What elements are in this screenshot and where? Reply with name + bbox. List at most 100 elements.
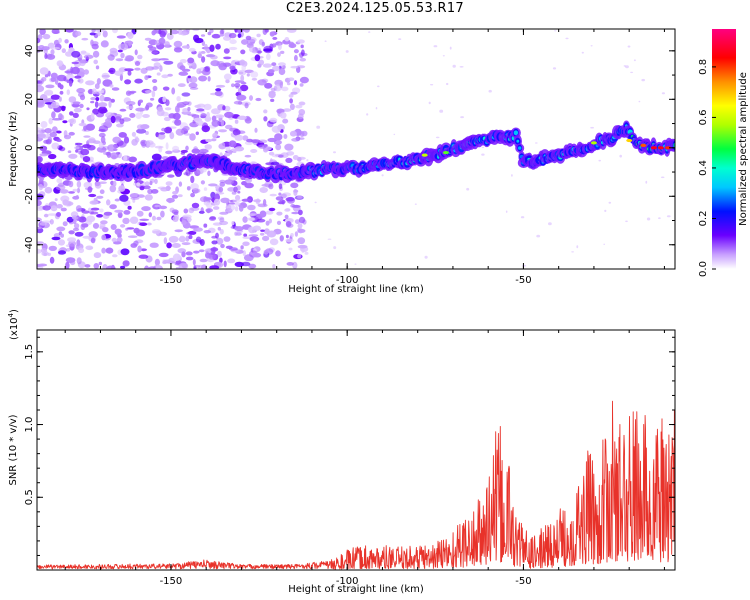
noise-blob xyxy=(268,218,272,224)
noise-blob xyxy=(120,248,130,256)
noise-blob xyxy=(218,129,228,133)
noise-blob xyxy=(87,186,93,193)
noise-blob xyxy=(178,262,189,269)
noise-blob xyxy=(62,221,68,227)
noise-blob xyxy=(295,104,303,109)
noise-blob xyxy=(38,183,43,191)
noise-blob xyxy=(274,133,283,141)
noise-blob xyxy=(125,227,129,231)
noise-blob xyxy=(181,92,191,97)
noise-blob xyxy=(215,88,222,92)
noise-blob xyxy=(89,32,96,36)
noise-blob xyxy=(118,185,126,192)
noise-blob xyxy=(133,240,139,246)
noise-blob xyxy=(333,151,336,154)
noise-blob xyxy=(71,103,80,108)
noise-blob xyxy=(247,226,257,233)
noise-blob xyxy=(75,149,79,153)
noise-blob xyxy=(207,76,211,82)
noise-blob xyxy=(79,103,84,109)
noise-blob xyxy=(286,82,291,86)
noise-blob xyxy=(56,130,62,134)
noise-blob xyxy=(424,255,428,259)
noise-blob xyxy=(44,128,52,134)
noise-blob xyxy=(194,37,204,44)
noise-blob xyxy=(78,247,85,254)
noise-blob xyxy=(90,207,100,211)
noise-blob xyxy=(128,40,132,47)
noise-blob xyxy=(71,61,80,65)
x-tick-label: -150 xyxy=(160,275,183,286)
noise-blob xyxy=(199,239,205,246)
noise-blob xyxy=(117,141,127,148)
noise-blob xyxy=(264,82,273,89)
colorbar-tick-label: 0.8 xyxy=(698,59,709,75)
noise-blob xyxy=(169,132,175,140)
x-tick-label: -100 xyxy=(336,275,359,286)
noise-blob xyxy=(212,132,218,139)
noise-blob xyxy=(204,43,208,52)
noise-blob xyxy=(290,65,299,69)
noise-blob xyxy=(209,29,214,34)
noise-blob xyxy=(90,97,97,101)
noise-blob xyxy=(265,53,271,60)
noise-blob xyxy=(224,111,234,118)
noise-blob xyxy=(172,145,180,152)
noise-blob xyxy=(216,60,225,68)
noise-blob xyxy=(449,46,452,50)
noise-blob xyxy=(213,198,221,206)
noise-blob xyxy=(140,248,148,252)
noise-blob xyxy=(187,57,195,64)
noise-blob xyxy=(257,79,267,86)
noise-blob xyxy=(159,205,168,210)
noise-blob xyxy=(278,154,284,158)
noise-blob xyxy=(435,136,440,139)
noise-blob xyxy=(158,37,166,45)
noise-blob xyxy=(162,86,170,91)
noise-blob xyxy=(200,50,206,54)
noise-blob xyxy=(99,189,105,194)
noise-blob xyxy=(144,194,153,201)
noise-blob xyxy=(164,107,172,111)
noise-blob xyxy=(56,204,63,209)
noise-blob xyxy=(39,29,46,35)
noise-blob xyxy=(54,198,58,202)
x-tick-label: -150 xyxy=(160,576,183,587)
noise-blob xyxy=(37,34,43,40)
noise-blob xyxy=(50,94,61,100)
noise-blob xyxy=(37,98,45,105)
noise-blob xyxy=(112,29,118,34)
noise-blob xyxy=(206,111,210,119)
noise-blob xyxy=(122,260,130,267)
noise-blob xyxy=(50,49,55,55)
noise-blob xyxy=(93,59,98,65)
noise-blob xyxy=(222,105,226,111)
noise-blob xyxy=(258,59,265,66)
y-tick-label: 20 xyxy=(24,93,35,106)
noise-blob xyxy=(152,79,158,83)
noise-blob xyxy=(266,230,277,238)
noise-blob xyxy=(131,131,136,137)
noise-blob xyxy=(49,256,55,264)
noise-blob xyxy=(82,156,91,163)
noise-blob xyxy=(149,242,159,248)
y-tick-label: 40 xyxy=(24,44,35,57)
noise-blob xyxy=(237,87,242,94)
noise-blob xyxy=(263,250,269,255)
noise-blob xyxy=(284,208,291,212)
noise-blob xyxy=(205,251,210,259)
noise-blob xyxy=(645,180,648,184)
noise-blob xyxy=(298,209,303,216)
noise-blob xyxy=(94,182,102,189)
noise-blob xyxy=(207,170,211,177)
noise-blob xyxy=(102,30,108,38)
noise-blob xyxy=(297,39,305,44)
noise-blob xyxy=(68,230,75,235)
noise-blob xyxy=(511,174,513,177)
noise-blob xyxy=(198,75,208,82)
noise-blob xyxy=(156,216,162,221)
noise-blob xyxy=(233,186,238,193)
noise-blob xyxy=(63,134,72,140)
noise-blob xyxy=(51,236,61,241)
noise-blob xyxy=(86,215,96,223)
